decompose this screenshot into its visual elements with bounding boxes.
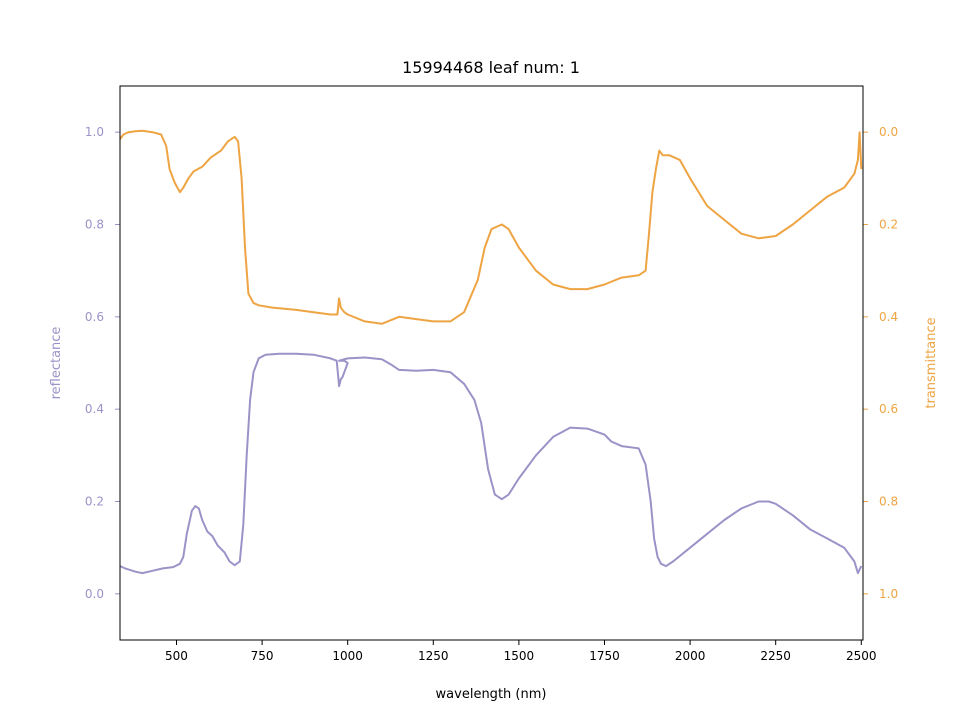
chart-title: 15994468 leaf num: 1 [402,58,580,77]
y-axis-label-right: transmittance [924,317,939,408]
y-left-tick-label: 0.4 [85,402,104,416]
x-tick-label: 2250 [760,649,791,663]
x-axis-label: wavelength (nm) [436,687,547,702]
y-right-tick-label: 0.6 [879,402,898,416]
x-tick-label: 1250 [418,649,449,663]
x-tick-label: 1000 [332,649,363,663]
ticks-layer: 500 750 1000 1250 1500 1750 2000 2250 2500 0.0 0.2… [85,125,898,663]
x-tick-label: 2000 [675,649,706,663]
y-right-tick-label: 1.0 [879,587,898,601]
y-right-tick-label: 0.0 [879,125,898,139]
x-tick-label: 1500 [504,649,535,663]
y-right-tick-label: 0.2 [879,218,898,232]
x-tick-label: 750 [251,649,274,663]
y-left-tick-label: 0.6 [85,310,104,324]
x-tick-label: 2500 [846,649,877,663]
y-axis-label-left: reflectance [49,327,64,400]
x-tick-label: 1750 [589,649,620,663]
y-left-tick-label: 0.0 [85,587,104,601]
y-left-tick-label: 1.0 [85,125,104,139]
transmittance-line [119,129,863,325]
y-right-tick-label: 0.8 [879,495,898,509]
y-right-tick-label: 0.4 [879,310,898,324]
series-layer [119,129,863,575]
reflectance-line [119,352,863,575]
y-left-tick-label: 0.2 [85,495,104,509]
x-tick-label: 500 [165,649,188,663]
plot-frame [119,85,864,641]
y-left-tick-label: 0.8 [85,218,104,232]
